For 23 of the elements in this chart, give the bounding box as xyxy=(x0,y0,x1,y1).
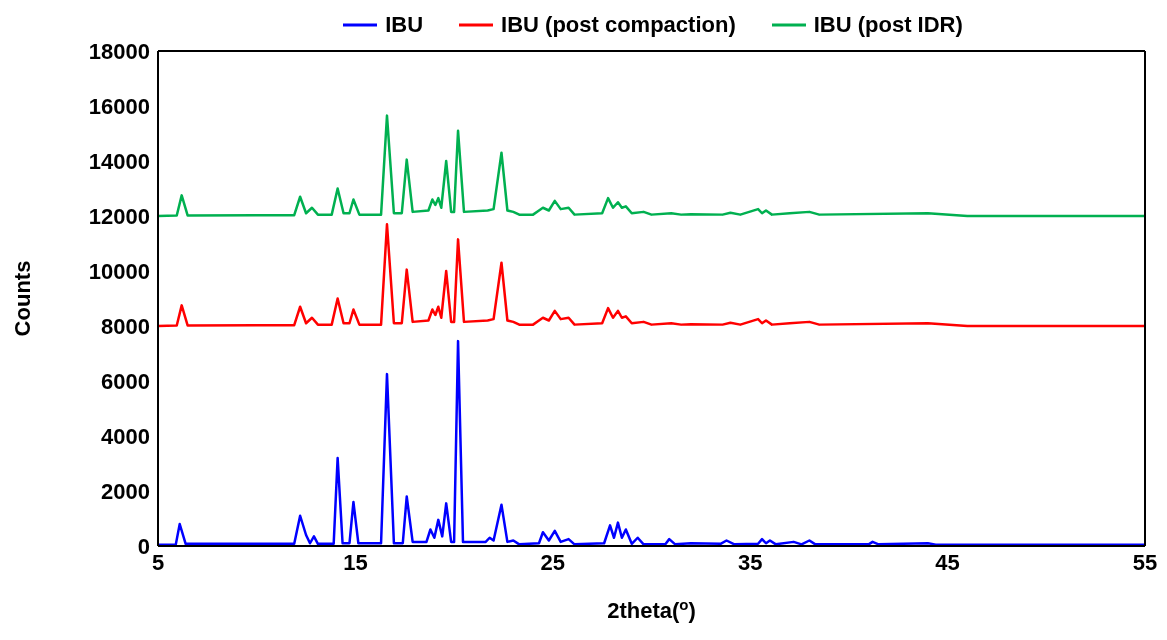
line-series xyxy=(158,223,1145,328)
y-tick-label: 2000 xyxy=(101,478,150,504)
x-axis-title: 2theta($^{o}$) xyxy=(607,595,696,623)
x-tick-label: 5 xyxy=(151,549,165,575)
y-tick-label: 18000 xyxy=(88,38,150,64)
x-tick-label: 35 xyxy=(737,549,763,575)
y-axis-title: Counts xyxy=(10,260,35,337)
x-tick-label: 45 xyxy=(935,549,960,575)
y-tick-label: 16000 xyxy=(88,93,150,119)
x-tick-label: 25 xyxy=(540,549,566,575)
y-tick-label: 10000 xyxy=(88,258,150,284)
y-tick-label: 14000 xyxy=(88,148,150,174)
x-tick-label: 15 xyxy=(343,549,368,575)
y-tick-label: 0 xyxy=(137,533,150,559)
y-tick-label: 12000 xyxy=(88,203,150,229)
y-tick-label: 6000 xyxy=(101,368,150,394)
x-tick-label: 55 xyxy=(1132,549,1158,575)
line-series xyxy=(158,114,1145,218)
y-tick-label: 8000 xyxy=(101,313,150,339)
legend-label: IBU (post IDR) xyxy=(813,12,963,38)
legend-label: IBU (post compaction) xyxy=(501,12,736,38)
legend-label: IBU xyxy=(385,12,424,38)
y-tick-label: 4000 xyxy=(101,423,150,449)
